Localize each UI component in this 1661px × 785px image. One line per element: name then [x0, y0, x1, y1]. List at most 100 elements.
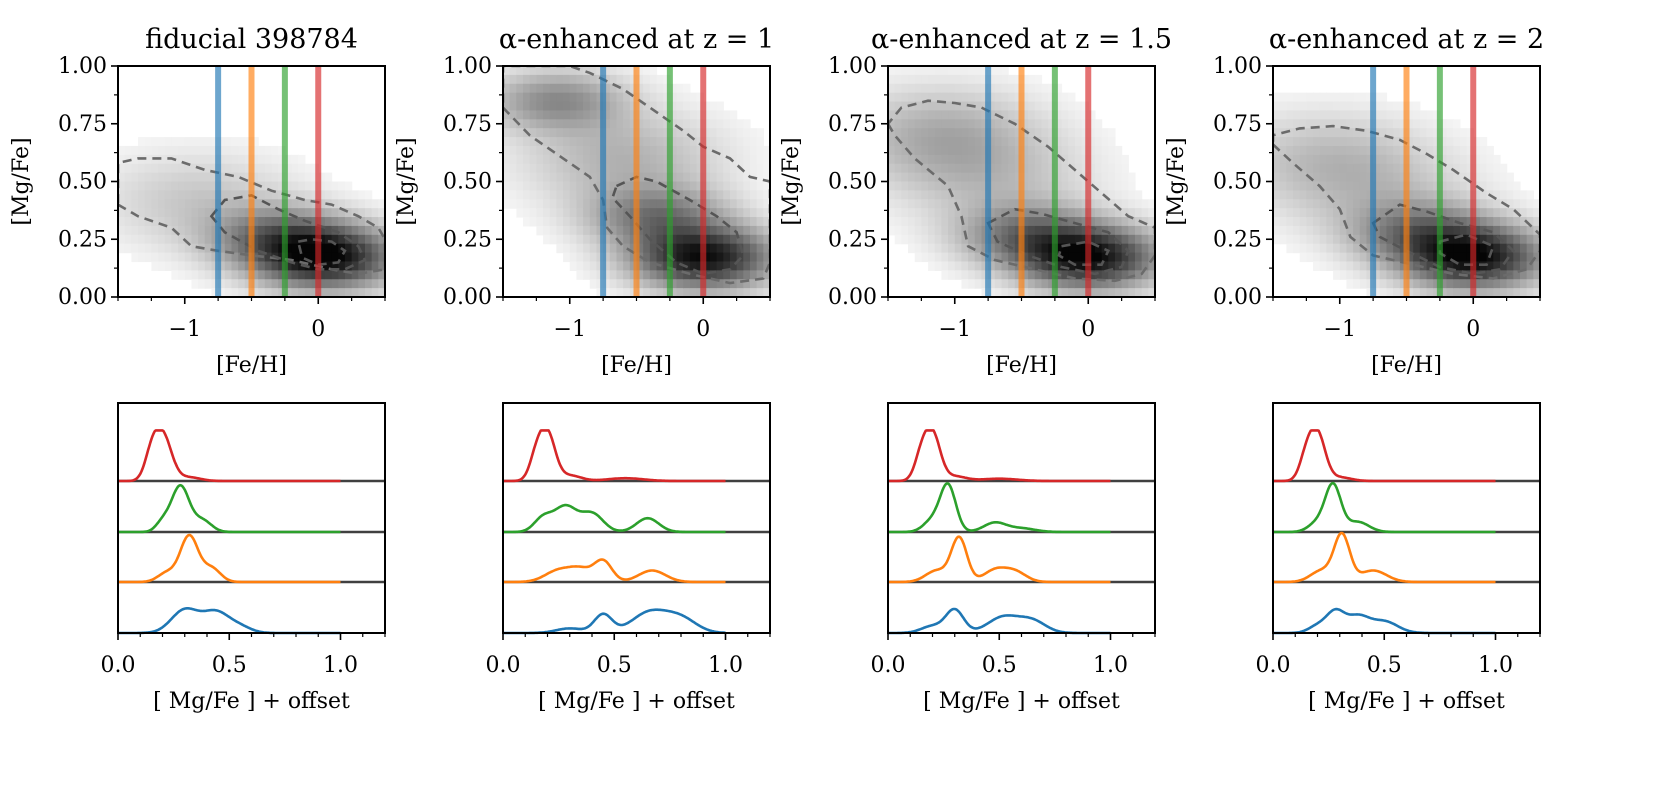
density-cell — [954, 208, 963, 218]
density-cell — [1519, 279, 1528, 289]
density-cell — [1473, 145, 1481, 156]
density-cell — [636, 243, 644, 254]
density-cell — [1433, 288, 1441, 297]
density-cell — [1533, 199, 1540, 209]
density-cell — [894, 190, 902, 200]
density-cell — [549, 163, 557, 174]
density-cell — [191, 261, 199, 271]
panel-title: α-enhanced at z = 1.5 — [871, 24, 1172, 55]
density-cell — [529, 74, 537, 85]
density-cell — [1479, 208, 1488, 218]
density-cell — [569, 234, 578, 245]
density-cell — [1426, 225, 1434, 236]
density-cell — [549, 181, 557, 191]
density-cell — [204, 261, 213, 271]
density-cell — [1101, 145, 1109, 156]
density-cell — [669, 225, 678, 236]
density-cell — [703, 154, 711, 165]
density-cell — [503, 92, 511, 103]
density-cell — [238, 145, 246, 156]
density-cell — [961, 234, 969, 245]
density-cell — [1001, 243, 1009, 254]
density-cell — [171, 234, 179, 245]
density-cell — [1506, 225, 1514, 236]
density-cell — [311, 252, 319, 263]
density-cell — [1128, 288, 1136, 297]
density-cell — [1333, 199, 1341, 209]
density-cell — [1326, 199, 1334, 209]
density-cell — [894, 83, 902, 94]
density-cell — [204, 190, 213, 200]
density-cell — [1353, 119, 1361, 129]
density-cell — [536, 217, 544, 227]
density-cell — [656, 74, 664, 85]
density-cell — [198, 270, 206, 280]
density-cell — [616, 101, 624, 112]
density-cell — [224, 261, 233, 271]
density-cell — [1326, 190, 1334, 200]
density-cell — [1293, 137, 1301, 147]
density-cell — [1506, 217, 1514, 227]
density-cell — [1273, 217, 1281, 227]
density-cell — [191, 137, 199, 147]
density-cell — [968, 261, 976, 271]
density-cell — [509, 119, 517, 129]
density-cell — [1134, 288, 1143, 297]
density-cell — [1419, 270, 1428, 280]
density-cell — [1148, 243, 1155, 254]
mdf-x-tick-label: 0.5 — [982, 653, 1017, 678]
density-cell — [284, 217, 293, 227]
density-cell — [756, 252, 764, 263]
density-cell — [1393, 217, 1401, 227]
density-cell — [238, 217, 246, 227]
density-cell — [649, 66, 658, 76]
density-cell — [716, 119, 724, 129]
density-cell — [623, 243, 631, 254]
density-cell — [948, 128, 956, 138]
density-cell — [191, 270, 199, 280]
density-cell — [1519, 270, 1528, 280]
density-cell — [1333, 252, 1341, 263]
density-cell — [1081, 110, 1089, 120]
density-cell — [331, 234, 339, 245]
density-cell — [934, 128, 942, 138]
density-cell — [1419, 225, 1428, 236]
density-cell — [304, 190, 313, 200]
density-cell — [1306, 119, 1314, 129]
density-cell — [1433, 110, 1441, 120]
density-cell — [1128, 279, 1136, 289]
density-cell — [364, 261, 373, 271]
density-cell — [224, 217, 233, 227]
density-cell — [1008, 190, 1016, 200]
density-cell — [1419, 288, 1428, 297]
density-cell — [364, 279, 373, 289]
density-cell — [1286, 128, 1294, 138]
density-cell — [509, 128, 517, 138]
density-cell — [536, 225, 544, 236]
density-cell — [1028, 190, 1036, 200]
density-cell — [164, 145, 172, 156]
density-cell — [536, 101, 544, 112]
density-cell — [968, 217, 976, 227]
density-cell — [1333, 163, 1341, 174]
density-cell — [529, 92, 537, 103]
density-cell — [981, 208, 989, 218]
density-cell — [251, 279, 259, 289]
density-cell — [1094, 128, 1103, 138]
density-cell — [311, 288, 319, 297]
density-cell — [1101, 288, 1109, 297]
density-cell — [1393, 199, 1401, 209]
density-cell — [158, 199, 166, 209]
density-cell — [304, 172, 313, 183]
density-cell — [689, 110, 698, 120]
density-cell — [1513, 261, 1521, 271]
density-cell — [1028, 137, 1036, 147]
density-cell — [928, 217, 936, 227]
density-cell — [683, 190, 691, 200]
density-cell — [1499, 208, 1508, 218]
density-cell — [278, 190, 286, 200]
density-cell — [1094, 279, 1103, 289]
density-cell — [629, 270, 638, 280]
density-cell — [894, 154, 902, 165]
density-cell — [164, 261, 172, 271]
